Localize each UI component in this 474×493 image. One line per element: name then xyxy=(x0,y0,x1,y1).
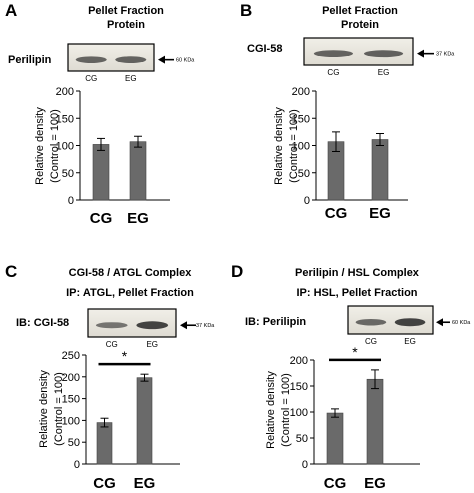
marker-arrowhead xyxy=(417,49,424,58)
lane-label-eg: EG xyxy=(125,74,137,83)
y-tick-label: 50 xyxy=(62,168,74,180)
y-tick-label: 100 xyxy=(292,141,310,153)
panel-title-line-1: Perilipin / HSL Complex xyxy=(295,267,420,279)
panel-title-line-2: Protein xyxy=(341,19,379,31)
panel-D: D Perilipin / HSL Complex IP: HSL, Pellet … xyxy=(231,262,471,492)
blot-band-eg xyxy=(136,321,169,330)
panel-title-line-2: Protein xyxy=(107,19,145,31)
y-axis-label-line-2: (Control = 100) xyxy=(53,372,65,446)
y-tick-label: 100 xyxy=(56,141,74,153)
y-tick-label: 0 xyxy=(304,195,310,207)
panel-A: A Pellet Fraction Protein Perilipin CG EG 60 K… xyxy=(5,1,195,227)
y-tick-label: 200 xyxy=(290,355,308,367)
blot-band-cg xyxy=(313,50,354,58)
marker-label: 37 KDa xyxy=(436,52,455,58)
y-tick-label: 100 xyxy=(62,415,80,427)
panel-title-line-1: CGI-58 / ATGL Complex xyxy=(69,267,193,279)
y-tick-label: 0 xyxy=(302,459,308,471)
panel-B: B Pellet Fraction Protein CGI-58 CG EG 37 KDa 0… xyxy=(240,1,455,222)
y-tick-label: 200 xyxy=(292,86,310,98)
bar-eg xyxy=(129,141,147,201)
x-category-label-cg: CG xyxy=(324,475,347,492)
blot-band-cg xyxy=(95,322,128,329)
blot-band-eg xyxy=(394,318,426,327)
y-axis-label-line-1: Relative density xyxy=(34,107,46,185)
blot-label: Perilipin xyxy=(8,54,52,66)
marker-arrowhead xyxy=(436,318,443,327)
bar-cg xyxy=(96,422,113,465)
y-axis-label-line-2: (Control = 100) xyxy=(288,109,300,183)
bar-cg xyxy=(92,144,110,201)
panel-title-line-2: IP: HSL, Pellet Fraction xyxy=(296,287,417,299)
x-category-label-eg: EG xyxy=(364,475,386,492)
x-category-label-cg: CG xyxy=(93,475,116,492)
lane-label-cg: CG xyxy=(365,337,377,346)
y-tick-label: 50 xyxy=(296,433,308,445)
lane-label-cg: CG xyxy=(327,68,339,77)
blot-band-eg xyxy=(115,56,147,64)
y-tick-label: 150 xyxy=(292,113,310,125)
bar-eg xyxy=(136,377,153,465)
lane-label-eg: EG xyxy=(146,340,158,349)
panel-title-line-1: Pellet Fraction xyxy=(322,5,398,17)
panel-C: C CGI-58 / ATGL Complex IP: ATGL, Pellet F… xyxy=(5,262,215,492)
marker-label: 60 KDa xyxy=(452,320,471,326)
y-tick-label: 200 xyxy=(62,372,80,384)
lane-label-cg: CG xyxy=(85,74,97,83)
y-axis-label-line-1: Relative density xyxy=(273,107,285,185)
marker-arrowhead xyxy=(158,55,165,64)
y-tick-label: 50 xyxy=(68,437,80,449)
bar-eg xyxy=(366,378,384,465)
blot-band-eg xyxy=(363,50,404,58)
blot-label: IB: Perilipin xyxy=(245,316,306,328)
marker-label: 60 KDa xyxy=(176,58,195,64)
bar-eg xyxy=(371,139,389,201)
blot-band-cg xyxy=(75,56,107,63)
x-category-label-eg: EG xyxy=(369,205,391,222)
bar-cg xyxy=(326,412,344,465)
x-category-label-eg: EG xyxy=(127,210,149,227)
y-tick-label: 0 xyxy=(74,459,80,471)
significance-marker: * xyxy=(122,348,128,364)
y-tick-label: 0 xyxy=(68,195,74,207)
y-axis-label-line-1: Relative density xyxy=(265,371,277,449)
y-tick-label: 150 xyxy=(62,394,80,406)
y-tick-label: 50 xyxy=(298,168,310,180)
blot-band-cg xyxy=(355,318,387,326)
y-tick-label: 150 xyxy=(290,381,308,393)
panel-letter: B xyxy=(240,1,252,20)
marker-arrowhead xyxy=(180,321,187,330)
y-axis-label-line-2: (Control = 100) xyxy=(49,109,61,183)
y-tick-label: 150 xyxy=(56,113,74,125)
panel-title-line-2: IP: ATGL, Pellet Fraction xyxy=(66,287,194,299)
panel-letter: C xyxy=(5,262,17,281)
y-axis-label-line-2: (Control = 100) xyxy=(280,373,292,447)
lane-label-eg: EG xyxy=(404,337,416,346)
lane-label-eg: EG xyxy=(378,68,390,77)
panel-letter: D xyxy=(231,262,243,281)
panel-letter: A xyxy=(5,1,17,20)
lane-label-cg: CG xyxy=(106,340,118,349)
y-tick-label: 250 xyxy=(62,350,80,362)
blot-label: IB: CGI-58 xyxy=(16,317,69,329)
significance-marker: * xyxy=(352,344,358,360)
marker-label: 37 KDa xyxy=(196,323,215,329)
blot-label: CGI-58 xyxy=(247,43,282,55)
y-tick-label: 200 xyxy=(56,86,74,98)
x-category-label-cg: CG xyxy=(325,205,348,222)
panel-title-line-1: Pellet Fraction xyxy=(88,5,164,17)
x-category-label-eg: EG xyxy=(134,475,156,492)
x-category-label-cg: CG xyxy=(90,210,113,227)
y-axis-label-line-1: Relative density xyxy=(38,370,50,448)
y-tick-label: 100 xyxy=(290,407,308,419)
